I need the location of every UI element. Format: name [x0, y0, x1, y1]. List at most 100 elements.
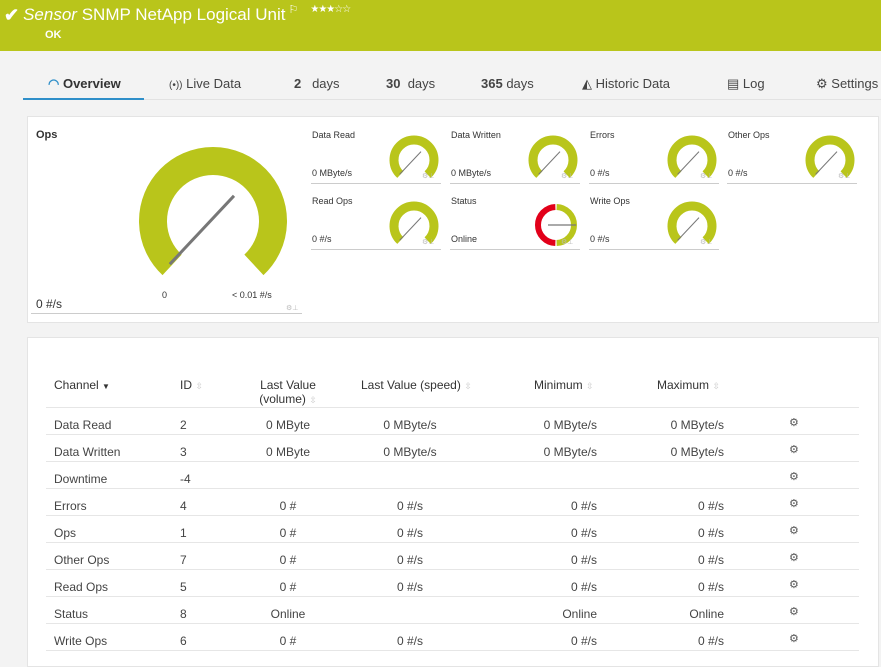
gauge-value: 0 #/s — [590, 168, 610, 178]
channel-settings-icon[interactable]: ⚙ — [789, 471, 799, 483]
cell-1: 4 — [180, 499, 187, 513]
gauge-label: Status — [451, 196, 477, 206]
gauge-dial — [667, 135, 717, 178]
gauge-value: 0 MByte/s — [312, 168, 353, 178]
cell-2: 0 MByte — [265, 445, 310, 459]
channel-settings-icon[interactable]: ⚙ — [789, 633, 799, 645]
gauge-tools-icon[interactable]: ⚙⊥ — [838, 173, 851, 180]
gear-icon: ⚙ — [816, 76, 828, 91]
cell-3: 0 #/s — [396, 526, 423, 540]
channel-settings-icon[interactable]: ⚙ — [789, 579, 799, 591]
cell-2: Online — [270, 607, 306, 621]
cell-5: 0 MByte/s — [670, 418, 724, 432]
gauge-tools-icon[interactable]: ⚙⊥ — [561, 173, 574, 180]
gauge-arc — [667, 135, 717, 178]
channel-settings-icon[interactable]: ⚙ — [789, 498, 799, 510]
cell-3: 0 MByte/s — [383, 418, 437, 432]
tab-log[interactable]: ▤ Log — [727, 76, 765, 91]
tab-2-days[interactable]: 2 days — [294, 76, 340, 91]
gauge-tools-icon[interactable]: ⚙⊥ — [286, 305, 299, 312]
gauge-arc — [528, 135, 578, 178]
cell-2: 0 # — [279, 553, 297, 567]
cell-5: Online — [689, 607, 724, 621]
cell-4: 0 MByte/s — [543, 418, 597, 432]
flag-icon[interactable]: ⚐ — [288, 4, 299, 16]
priority-stars[interactable]: ★★★☆☆ — [310, 4, 351, 15]
gauge-tools-icon[interactable]: ⚙⊥ — [422, 239, 435, 246]
cell-0: Data Read — [54, 418, 112, 432]
cell-4: 0 #/s — [570, 634, 597, 648]
channel-settings-icon[interactable]: ⚙ — [789, 525, 799, 537]
column-header-3[interactable]: Minimum ⇳ — [534, 378, 594, 392]
main-gauge[interactable] — [130, 138, 300, 288]
cell-1: 3 — [180, 445, 187, 459]
header-title-row: ✔ Sensor SNMP NetApp Logical Unit ⚐ ★★★☆… — [4, 4, 351, 26]
gauge-tools-icon[interactable]: ⚙⊥ — [561, 239, 574, 246]
cell-0: Read Ops — [54, 580, 109, 594]
gauge-dial — [528, 135, 578, 178]
main-gauge-min: 0 — [162, 290, 168, 300]
cell-1: 1 — [180, 526, 187, 540]
gauge-dial — [805, 135, 855, 178]
cell-1: 6 — [180, 634, 187, 648]
tab-bar: ◠ Overview (•)) Live Data 2 days 30 days… — [23, 70, 881, 100]
cell-1: 8 — [180, 607, 187, 621]
cell-4: 0 #/s — [570, 526, 597, 540]
cell-1: 5 — [180, 580, 187, 594]
gauge-needle — [399, 217, 422, 241]
cell-4: Online — [562, 607, 597, 621]
gauges-panel — [27, 116, 879, 323]
cell-1: 2 — [180, 418, 187, 432]
cell-3: 0 #/s — [396, 553, 423, 567]
channel-settings-icon[interactable]: ⚙ — [789, 606, 799, 618]
gauge-needle — [815, 151, 838, 175]
gauge-needle — [168, 194, 236, 266]
cell-2: 0 # — [279, 526, 297, 540]
tab-30-days[interactable]: 30 days — [386, 76, 436, 91]
gauge-value: 0 #/s — [312, 234, 332, 244]
gauge-value: 0 #/s — [728, 168, 748, 178]
column-header-0[interactable]: Channel ▼ — [54, 378, 110, 392]
cell-2: 0 MByte — [265, 418, 310, 432]
tab-settings[interactable]: ⚙ Settings — [816, 76, 879, 91]
status-red-arc — [535, 204, 556, 246]
column-header-1[interactable]: ID ⇳ — [180, 378, 203, 392]
tab-365-days[interactable]: 365 days — [481, 76, 534, 91]
gauge-label: Data Read — [312, 130, 356, 140]
cell-5: 0 #/s — [697, 634, 724, 648]
column-header-volume[interactable]: Last Value (volume) ⇳ — [259, 378, 317, 406]
gauge-label: Data Written — [451, 130, 501, 140]
cell-2: 0 # — [279, 499, 297, 513]
main-gauge-label: Ops — [36, 129, 58, 141]
cell-2: 0 # — [279, 634, 297, 648]
gauge-tools-icon[interactable]: ⚙⊥ — [700, 239, 713, 246]
cell-3: 0 #/s — [396, 634, 423, 648]
broadcast-icon: (•)) — [169, 80, 183, 91]
channel-settings-icon[interactable]: ⚙ — [789, 444, 799, 456]
channel-settings-icon[interactable]: ⚙ — [789, 417, 799, 429]
cell-5: 0 #/s — [697, 499, 724, 513]
check-icon: ✔ — [4, 5, 20, 25]
gauge-needle — [399, 151, 422, 175]
tab-historic-data[interactable]: ◭ Historic Data — [582, 76, 671, 91]
gauge-arc — [667, 201, 717, 244]
log-icon: ▤ — [727, 76, 740, 91]
sensor-title: Sensor SNMP NetApp Logical Unit — [23, 5, 286, 24]
gauge-icon: ◠ — [48, 76, 60, 91]
gauge-dial — [389, 201, 439, 244]
cell-5: 0 #/s — [697, 553, 724, 567]
channel-settings-icon[interactable]: ⚙ — [789, 552, 799, 564]
gauge-dial — [667, 201, 717, 244]
column-header-4[interactable]: Maximum ⇳ — [657, 378, 720, 392]
gauge-arc — [805, 135, 855, 178]
tab-live-data[interactable]: (•)) Live Data — [169, 76, 242, 91]
active-tab-indicator — [23, 98, 144, 100]
column-header-2[interactable]: Last Value (speed) ⇳ — [361, 378, 472, 392]
cell-0: Write Ops — [54, 634, 108, 648]
gauge-tools-icon[interactable]: ⚙⊥ — [422, 173, 435, 180]
cell-0: Data Written — [54, 445, 121, 459]
gauge-tools-icon[interactable]: ⚙⊥ — [700, 173, 713, 180]
cell-0: Ops — [54, 526, 77, 540]
tab-overview[interactable]: ◠ Overview — [48, 76, 121, 91]
cell-5: 0 #/s — [697, 526, 724, 540]
